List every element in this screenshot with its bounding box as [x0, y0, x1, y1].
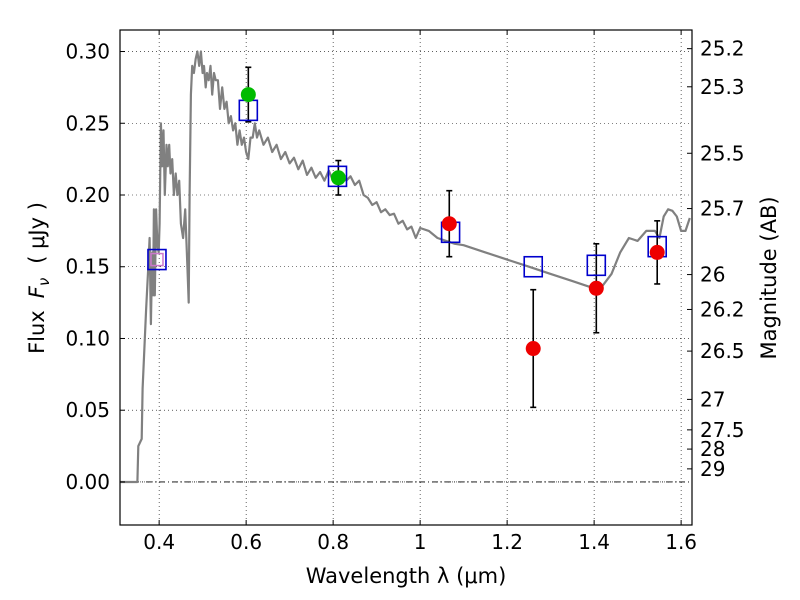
x-tick-label: 1: [414, 530, 427, 554]
y-axis-label-subscript: ν: [35, 278, 53, 286]
mag-tick-label: 25.3: [700, 75, 745, 99]
ticks-layer: [120, 30, 692, 525]
red-photometry-point: [441, 216, 457, 232]
green-photometry-point: [330, 170, 346, 186]
red-photometry-point: [649, 244, 665, 260]
x-tick-label: 1.2: [491, 530, 523, 554]
red-photometry-point: [588, 280, 604, 296]
model-flux-square: [147, 248, 167, 271]
y-axis-label-symbol: F: [25, 285, 49, 298]
mag-tick-label: 26.5: [700, 339, 745, 363]
mag-tick-label: 25.7: [700, 197, 745, 221]
red-photometry-point: [525, 341, 541, 357]
y-tick-label: 0.20: [65, 183, 110, 207]
labels-layer: 0.4 0.6 0.8 1 1.2 1.4 1.6 0.00 0.05 0.10 0.15 0.20 0…: [65, 37, 744, 554]
mag-tick-label: 25.5: [700, 141, 745, 165]
upper-limit-marker: [150, 252, 164, 267]
green-photometry-point: [240, 87, 256, 103]
mag-tick-label: 28: [700, 437, 725, 461]
y-tick-label: 0.10: [65, 326, 110, 350]
mag-tick-label: 27.5: [700, 418, 745, 442]
x-tick-label: 0.8: [317, 530, 349, 554]
mag-tick-label: 29: [700, 457, 725, 481]
mag-tick-label: 26: [700, 263, 725, 287]
model-flux-square: [523, 255, 544, 278]
y2-axis-label: Magnitude (AB): [757, 196, 781, 359]
y-axis-label-unit: ( μJy ): [25, 202, 49, 264]
x-tick-label: 1.4: [578, 530, 610, 554]
mag-tick-label: 27: [700, 387, 725, 411]
x-axis-label: Wavelength λ (μm): [306, 564, 507, 588]
plot-frame: [119, 29, 693, 526]
series-layer: [120, 50, 691, 484]
y-tick-label: 0.05: [65, 398, 110, 422]
x-tick-label: 0.4: [143, 530, 175, 554]
y-tick-label: 0.15: [65, 255, 110, 279]
model-flux-square: [327, 165, 348, 188]
y-axis-label-flux: Flux: [25, 310, 49, 354]
y-axis-label: Flux Fν ( μJy ): [25, 202, 53, 354]
y-tick-label: 0.30: [65, 40, 110, 64]
x-tick-label: 0.6: [230, 530, 262, 554]
model-sed-line: [120, 50, 691, 484]
y-tick-label: 0.00: [65, 470, 110, 494]
x-tick-label: 1.6: [665, 530, 697, 554]
y-tick-label: 0.25: [65, 111, 110, 135]
mag-tick-label: 25.2: [700, 37, 745, 61]
model-flux-square: [586, 254, 607, 277]
mag-tick-label: 26.2: [700, 297, 745, 321]
